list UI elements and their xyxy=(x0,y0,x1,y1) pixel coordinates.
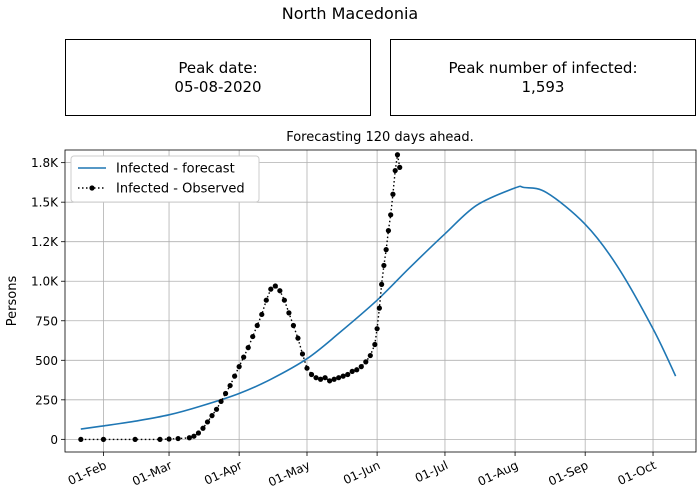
observed-point xyxy=(245,345,251,351)
observed-point xyxy=(100,436,107,442)
observed-point xyxy=(322,375,328,381)
observed-point xyxy=(272,283,278,289)
observed-point xyxy=(295,335,301,341)
observed-point xyxy=(381,262,387,269)
observed-point xyxy=(388,212,394,218)
figure-title: North Macedonia xyxy=(281,4,419,23)
observed-point xyxy=(327,378,333,384)
y-tick-label: 1.0K xyxy=(31,275,59,289)
x-tick-label: 01-Feb xyxy=(66,458,109,488)
observed-point xyxy=(363,359,369,365)
legend-observed-label: Infected - Observed xyxy=(116,182,245,197)
observed-point xyxy=(317,376,324,382)
observed-point xyxy=(78,436,84,442)
peak-date-box: Peak date: 05-08-2020 xyxy=(65,39,371,116)
x-tick-label: 01-Mar xyxy=(130,458,174,489)
plot-frame xyxy=(64,149,697,453)
legend-forecast-label: Infected - forecast xyxy=(116,162,235,177)
observed-point xyxy=(385,228,392,234)
observed-point xyxy=(397,164,403,170)
observed-point xyxy=(277,288,283,294)
peak-number-label: Peak number of infected: xyxy=(448,58,638,77)
observed-point xyxy=(263,297,269,303)
observed-point xyxy=(191,433,197,439)
observed-point xyxy=(222,390,229,397)
observed-point xyxy=(195,430,202,436)
y-tick-label: 250 xyxy=(35,393,58,407)
observed-point xyxy=(349,368,355,374)
observed-point xyxy=(200,425,206,431)
observed-point xyxy=(286,310,292,316)
y-axis-label: Persons xyxy=(5,276,20,327)
x-tick-label: 01-Jun xyxy=(341,458,382,487)
observed-point xyxy=(394,152,401,158)
observed-point xyxy=(336,375,342,381)
observed-point xyxy=(236,364,242,370)
observed-point xyxy=(213,406,220,412)
y-tick-label: 500 xyxy=(35,354,58,368)
observed-point xyxy=(308,371,315,378)
y-tick-label: 0 xyxy=(50,433,58,447)
observed-point xyxy=(166,436,172,442)
observed-point xyxy=(290,322,297,329)
observed-point xyxy=(358,364,364,370)
observed-point xyxy=(372,341,378,348)
observed-point xyxy=(354,367,360,373)
observed-point xyxy=(367,352,373,359)
observed-point xyxy=(250,333,256,340)
y-tick-label: 1.5K xyxy=(31,196,59,210)
x-tick-label: 01-May xyxy=(266,458,312,489)
x-tick-label: 01-Apr xyxy=(202,458,244,488)
peak-date-label: Peak date: xyxy=(178,58,258,77)
observed-point xyxy=(281,297,287,303)
y-tick-label: 1.2K xyxy=(31,235,59,249)
peak-date-value: 05-08-2020 xyxy=(174,77,262,96)
forecast-line xyxy=(80,185,677,430)
chart-title: Forecasting 120 days ahead. xyxy=(286,130,474,145)
observed-point xyxy=(227,382,233,389)
legend-observed-marker xyxy=(89,185,95,191)
x-tick-label: 01-Jul xyxy=(413,458,450,485)
peak-number-box: Peak number of infected: 1,593 xyxy=(390,39,696,116)
observed-point xyxy=(241,354,247,360)
observed-point xyxy=(313,375,319,381)
observed-point xyxy=(259,311,265,318)
observed-point xyxy=(383,247,389,253)
peak-number-value: 1,593 xyxy=(521,77,565,96)
observed-point xyxy=(340,373,346,379)
observed-point xyxy=(331,376,337,382)
legend: Infected - forecast Infected - Observed xyxy=(70,155,260,203)
y-tick-label: 750 xyxy=(35,314,58,328)
observed-point xyxy=(345,371,351,378)
x-tick-label: 01-Aug xyxy=(476,458,521,489)
observed-point xyxy=(175,435,181,442)
x-tick-label: 01-Oct xyxy=(616,458,659,488)
observed-point xyxy=(392,167,398,174)
observed-point xyxy=(299,351,306,357)
legend-box xyxy=(70,155,260,203)
observed-point xyxy=(390,191,396,197)
series xyxy=(78,152,677,442)
y-tick-label: 1.8K xyxy=(31,156,59,170)
observed-point xyxy=(157,436,163,442)
observed-point xyxy=(232,373,238,379)
observed-point xyxy=(304,365,310,371)
observed-point xyxy=(218,398,224,405)
observed-point xyxy=(186,435,192,441)
observed-point xyxy=(254,322,260,329)
observed-point xyxy=(268,286,274,292)
x-tick-label: 01-Sep xyxy=(546,458,590,489)
observed-point xyxy=(379,281,385,287)
observed-point xyxy=(374,326,380,332)
observed-point xyxy=(204,419,211,425)
observed-point xyxy=(132,436,138,442)
observed-point xyxy=(209,413,215,419)
observed-point xyxy=(376,305,382,311)
